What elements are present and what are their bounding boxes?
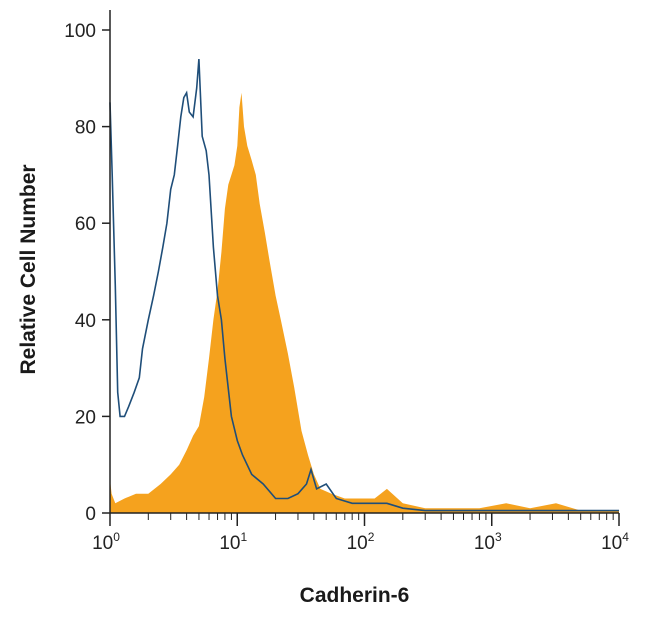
y-tick-label: 100 xyxy=(64,21,96,42)
series-layer xyxy=(109,58,619,514)
y-tick-label: 80 xyxy=(75,118,96,139)
y-tick-label: 40 xyxy=(75,311,96,332)
x-tick-label: 104 xyxy=(601,530,629,554)
outline-histogram xyxy=(109,58,619,512)
ticks-layer: 0 20 40 60 80 100 100 101 102 103 104 xyxy=(64,21,629,554)
x-tick-label: 100 xyxy=(92,530,120,554)
x-tick-label: 102 xyxy=(347,530,375,554)
y-axis-title: Relative Cell Number xyxy=(17,164,40,374)
y-tick-label: 0 xyxy=(85,504,96,525)
x-tick-label: 103 xyxy=(474,530,502,554)
y-tick-label: 60 xyxy=(75,214,96,235)
axes-layer xyxy=(109,10,619,514)
x-tick-label: 101 xyxy=(219,530,247,554)
y-tick-label: 20 xyxy=(75,407,96,428)
x-axis-title: Cadherin-6 xyxy=(300,584,410,607)
filled-histogram xyxy=(110,92,619,514)
